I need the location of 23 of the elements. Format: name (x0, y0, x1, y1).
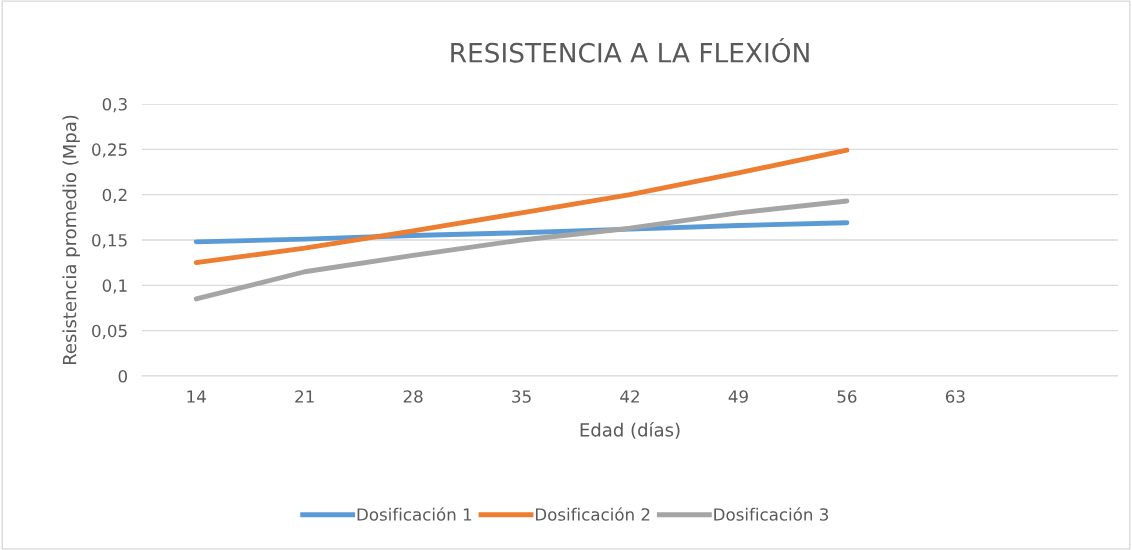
y-axis-title: Resistencia promedio (Mpa) (62, 115, 80, 365)
line-series (193, 147, 850, 266)
y-tick-label: 0 (118, 369, 127, 383)
y-tick-label: 0,15 (92, 233, 127, 249)
y-tick-label: 0,2 (102, 188, 127, 203)
line-series (193, 198, 850, 302)
y-tick-label: 0,25 (92, 143, 127, 158)
x-tick-label: 42 (620, 390, 639, 403)
x-tick-label: 21 (295, 390, 314, 403)
legend-label: Dosificación 3 (714, 507, 829, 521)
x-tick-label: 49 (728, 390, 748, 403)
x-tick-label: 28 (403, 390, 423, 403)
legend-label: Dosificación 2 (535, 507, 650, 521)
x-tick-label: 35 (512, 390, 531, 403)
x-tick-label: 63 (945, 390, 965, 403)
legend-label: Dosificación 1 (357, 507, 472, 521)
y-tick-label: 0,1 (102, 279, 127, 294)
x-tick-label: 56 (837, 390, 857, 403)
y-tick-label: 0,05 (92, 324, 127, 339)
x-axis-title: Edad (días) (580, 421, 680, 439)
y-tick-label: 0,3 (102, 97, 127, 113)
x-tick-label: 14 (187, 390, 206, 403)
chart-title: RESISTENCIA A LA FLEXIÓN (451, 37, 809, 63)
